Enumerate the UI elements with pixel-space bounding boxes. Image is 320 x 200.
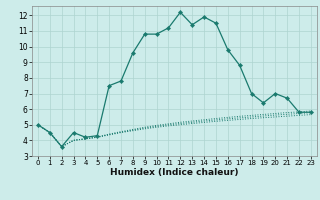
X-axis label: Humidex (Indice chaleur): Humidex (Indice chaleur) [110, 168, 239, 177]
